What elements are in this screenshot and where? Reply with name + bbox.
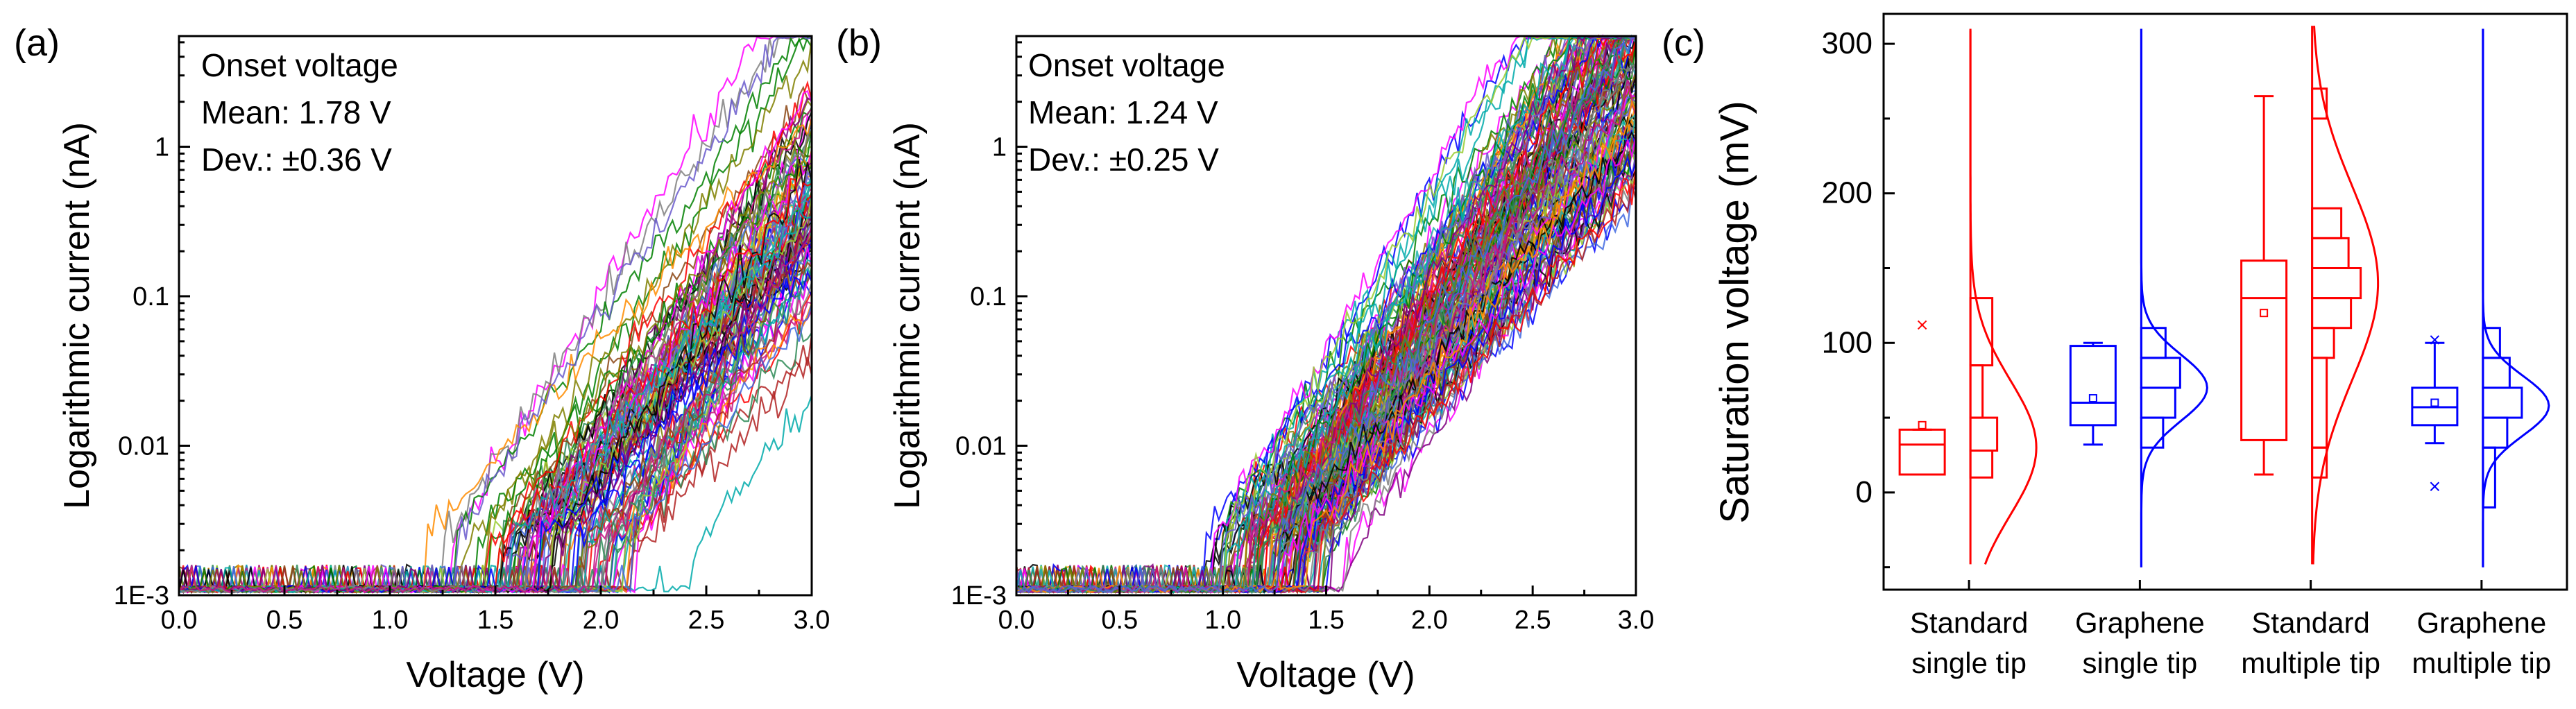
box-iqr	[1898, 428, 1946, 476]
box-iqr	[2240, 259, 2288, 441]
box-mean-marker	[2088, 394, 2097, 403]
panel-b-x-tick-label: 1.0	[1204, 606, 1241, 635]
panel-c-y-tick-label: 0	[1856, 475, 1873, 509]
panel-a-x-tick-label: 0.5	[266, 606, 303, 635]
panel-b-x-tick-label: 3.0	[1618, 606, 1655, 635]
panel-c-y-tick-label: 200	[1822, 176, 1873, 210]
category-label-line1: Graphene	[2416, 606, 2546, 639]
panel-a: (a) 0.0 0.5 1.0 1.5 2.0 2.5 3.0 1E-3 0.01 0.1 1 V…	[14, 22, 830, 695]
panel-a-trace	[178, 175, 812, 594]
hist-bar	[2482, 446, 2496, 509]
category-label-line2: multiple tip	[2241, 647, 2380, 679]
box-iqr	[2069, 345, 2117, 427]
hist-bar	[2311, 266, 2362, 300]
hist-bar	[2311, 357, 2328, 449]
dist-curve	[1969, 30, 2038, 565]
hist-bar	[2311, 237, 2350, 269]
panel-b-label: (b)	[836, 22, 882, 64]
panel-a-x-tick-label: 1.5	[477, 606, 514, 635]
dist-curve	[2482, 28, 2550, 567]
panel-c: (c) 0 100 200 300 Standard single tip Graphen…	[1662, 12, 2568, 679]
panel-a-annotation-title: Onset voltage	[201, 47, 398, 83]
panel-b-y-axis-label: Logarithmic current (nA)	[887, 122, 928, 509]
panel-a-label: (a)	[14, 22, 60, 64]
panel-a-annotation-dev: Dev.: ±0.36 V	[201, 142, 392, 178]
panel-b-y-tick-label: 1	[992, 133, 1007, 162]
panel-c-y-tick-label: 300	[1822, 26, 1873, 60]
panel-b-trace	[1016, 99, 1637, 594]
hist-bar	[2140, 386, 2176, 419]
panel-b-x-tick-label: 0.0	[998, 606, 1035, 635]
panel-b-x-axis-label: Voltage (V)	[1236, 655, 1415, 695]
panel-b: (b) 0.0 0.5 1.0 1.5 2.0 2.5 3.0 1E-3 0.01 0.1 1 V…	[836, 22, 1654, 695]
category-label-line2: single tip	[1911, 647, 2027, 679]
panel-b-x-ticks: 0.0 0.5 1.0 1.5 2.0 2.5 3.0	[998, 586, 1655, 635]
panel-a-y-tick-label: 1	[155, 133, 169, 162]
panel-c-y-ticks: 0 100 200 300	[1822, 26, 1895, 569]
hist-bar	[2311, 297, 2353, 330]
panel-a-y-tick-label: 0.01	[118, 432, 169, 461]
panel-a-y-ticks: 1E-3 0.01 0.1 1	[114, 41, 190, 610]
hist-bar	[1969, 450, 1994, 479]
category-label-line1: Standard	[2251, 606, 2369, 639]
hist-bar	[2140, 357, 2181, 389]
panel-b-annotation-mean: Mean: 1.24 V	[1028, 94, 1218, 130]
box-outlier-marker	[2430, 335, 2440, 345]
panel-c-category-labels: Standard single tip Graphene single tip Stan…	[1910, 580, 2551, 679]
panel-b-x-tick-label: 2.5	[1515, 606, 1551, 635]
panel-a-y-axis-label: Logarithmic current (nA)	[57, 122, 97, 509]
box-mean-marker	[1918, 420, 1927, 429]
panel-b-y-tick-label: 1E-3	[951, 581, 1007, 610]
panel-a-annotation-mean: Mean: 1.78 V	[201, 94, 391, 130]
box-outlier-marker	[2430, 481, 2440, 491]
category-label-line1: Graphene	[2075, 606, 2205, 639]
category-label-line2: single tip	[2082, 647, 2197, 679]
hist-bar	[2311, 207, 2343, 239]
panel-c-label: (c)	[1662, 22, 1705, 64]
hist-bar	[1969, 364, 1984, 419]
hist-bar	[2311, 327, 2335, 359]
category-label-line1: Standard	[1910, 606, 2028, 639]
panel-c-plot-frame	[1882, 12, 2568, 591]
panel-c-boxplots	[1898, 26, 2550, 567]
panel-b-y-tick-label: 0.01	[955, 432, 1007, 461]
panel-c-y-tick-label: 100	[1822, 325, 1873, 359]
panel-a-y-tick-label: 1E-3	[114, 581, 169, 610]
panel-a-x-tick-label: 0.0	[161, 606, 198, 635]
hist-bar	[2482, 416, 2509, 449]
panel-b-x-tick-label: 0.5	[1101, 606, 1138, 635]
panel-a-x-tick-label: 2.5	[688, 606, 725, 635]
panel-a-x-axis-label: Voltage (V)	[406, 655, 584, 695]
category-label-line2: multiple tip	[2412, 647, 2551, 679]
box-outlier-marker	[1917, 320, 1927, 330]
box-mean-marker	[2430, 398, 2439, 407]
panel-c-y-axis-label: Saturation voltage (mV)	[1712, 101, 1757, 523]
panel-b-y-ticks: 1E-3 0.01 0.1 1	[951, 41, 1027, 610]
panel-a-x-tick-label: 2.0	[583, 606, 620, 635]
hist-bar	[1969, 297, 1994, 367]
hist-bar	[2482, 327, 2501, 359]
panel-b-x-tick-label: 2.0	[1411, 606, 1448, 635]
panel-a-x-tick-label: 1.0	[372, 606, 409, 635]
panel-b-x-tick-label: 1.5	[1308, 606, 1345, 635]
hist-bar	[1969, 416, 1999, 452]
panel-a-x-tick-label: 3.0	[794, 606, 830, 635]
hist-bar	[2311, 87, 2328, 120]
panel-a-trace	[178, 176, 813, 594]
hist-bar	[2482, 386, 2523, 419]
hist-bar	[2140, 327, 2167, 359]
panel-b-annotation-dev: Dev.: ±0.25 V	[1028, 142, 1219, 178]
panel-b-y-tick-label: 0.1	[970, 282, 1007, 311]
dist-curve	[2140, 28, 2208, 567]
panel-b-annotation-title: Onset voltage	[1028, 47, 1225, 83]
dist-curve	[2312, 26, 2380, 565]
panel-a-x-ticks: 0.0 0.5 1.0 1.5 2.0 2.5 3.0	[161, 586, 830, 635]
panel-a-y-tick-label: 0.1	[133, 282, 169, 311]
box-mean-marker	[2260, 309, 2269, 318]
hist-bar	[2140, 416, 2165, 449]
